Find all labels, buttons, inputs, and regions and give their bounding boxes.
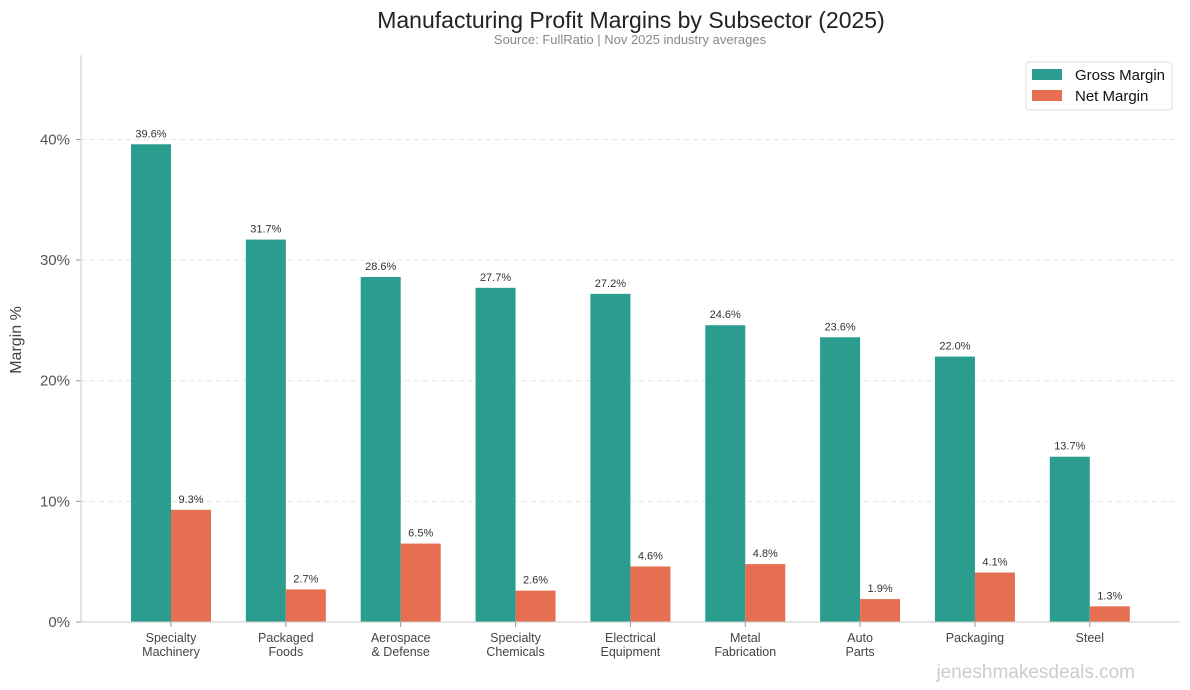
data-label: 4.1%	[982, 557, 1007, 569]
data-label: 28.6%	[365, 261, 396, 273]
x-tick-label: Machinery	[142, 645, 200, 659]
bar-gross-margin	[934, 356, 975, 622]
chart-subtitle: Source: FullRatio | Nov 2025 industry av…	[494, 32, 767, 47]
bar-net-margin	[171, 509, 211, 622]
data-label: 9.3%	[178, 494, 203, 506]
data-label: 39.6%	[135, 128, 166, 140]
x-tick-label: Steel	[1076, 631, 1105, 645]
x-tick-label: Metal	[730, 631, 761, 645]
x-tick-label: Specialty	[146, 631, 197, 645]
x-tick-label: Chemicals	[486, 645, 544, 659]
bar-gross-margin	[1049, 456, 1090, 622]
legend-box	[1025, 61, 1173, 111]
bar-gross-margin	[131, 144, 171, 622]
x-tick-label: Auto	[847, 631, 873, 645]
y-axis-label: Margin %	[8, 306, 25, 374]
x-tick-label: Parts	[846, 645, 875, 659]
bar-net-margin	[630, 566, 671, 622]
data-label: 2.6%	[523, 575, 548, 587]
legend-label: Gross Margin	[1075, 67, 1165, 84]
data-label: 13.7%	[1054, 441, 1085, 453]
legend-label: Net Margin	[1075, 88, 1148, 105]
x-tick-label: Packaging	[946, 631, 1004, 645]
watermark: jeneshmakesdeals.com	[935, 662, 1135, 683]
bar-net-margin	[515, 590, 556, 622]
data-label: 2.7%	[293, 573, 318, 585]
legend: Gross Margin Net Margin	[1025, 61, 1173, 111]
x-tick-label: Aerospace	[371, 631, 431, 645]
x-tick-label: Specialty	[490, 631, 541, 645]
x-tick-label: Packaged	[258, 631, 314, 645]
data-label: 31.7%	[250, 224, 281, 236]
y-tick-label: 40%	[40, 131, 70, 148]
bar-gross-margin	[360, 276, 401, 622]
data-label: 1.9%	[868, 583, 893, 595]
bar-gross-margin	[475, 287, 516, 622]
data-label: 24.6%	[710, 309, 741, 321]
bar-net-margin	[974, 572, 1015, 622]
bar-gross-margin	[245, 239, 286, 622]
axes: 0%10%20%30%40%SpecialtyMachineryPackaged…	[40, 55, 1180, 659]
bar-net-margin	[400, 543, 441, 622]
x-tick-label: Equipment	[601, 645, 661, 659]
data-label: 6.5%	[408, 528, 433, 540]
data-label: 27.7%	[480, 272, 511, 284]
y-tick-label: 20%	[40, 373, 70, 390]
bar-net-margin	[860, 599, 901, 622]
legend-swatch	[1032, 69, 1062, 80]
data-label: 27.2%	[595, 278, 626, 290]
bars: 39.6% 9.3% 31.7% 2.7% 28.6% 6.5% 27.7% 2.6% 27.2…	[131, 128, 1130, 622]
bar-net-margin	[285, 589, 326, 622]
x-tick-label: Fabrication	[714, 645, 776, 659]
data-label: 23.6%	[824, 321, 855, 333]
data-label: 4.6%	[638, 551, 663, 563]
legend-swatch	[1032, 90, 1062, 101]
data-label: 4.8%	[753, 548, 778, 560]
bar-net-margin	[1089, 606, 1130, 622]
y-tick-label: 0%	[48, 614, 70, 631]
chart-title: Manufacturing Profit Margins by Subsecto…	[377, 7, 885, 33]
x-tick-label: & Defense	[372, 645, 430, 659]
x-tick-label: Foods	[268, 645, 303, 659]
x-tick-label: Electrical	[605, 631, 656, 645]
bar-gross-margin	[820, 337, 861, 622]
y-tick-label: 30%	[40, 252, 70, 269]
bar-net-margin	[745, 564, 786, 622]
y-tick-label: 10%	[40, 493, 70, 510]
data-label: 22.0%	[939, 341, 970, 353]
bar-gross-margin	[590, 293, 631, 622]
bar-gross-margin	[705, 325, 746, 622]
data-label: 1.3%	[1097, 590, 1122, 602]
